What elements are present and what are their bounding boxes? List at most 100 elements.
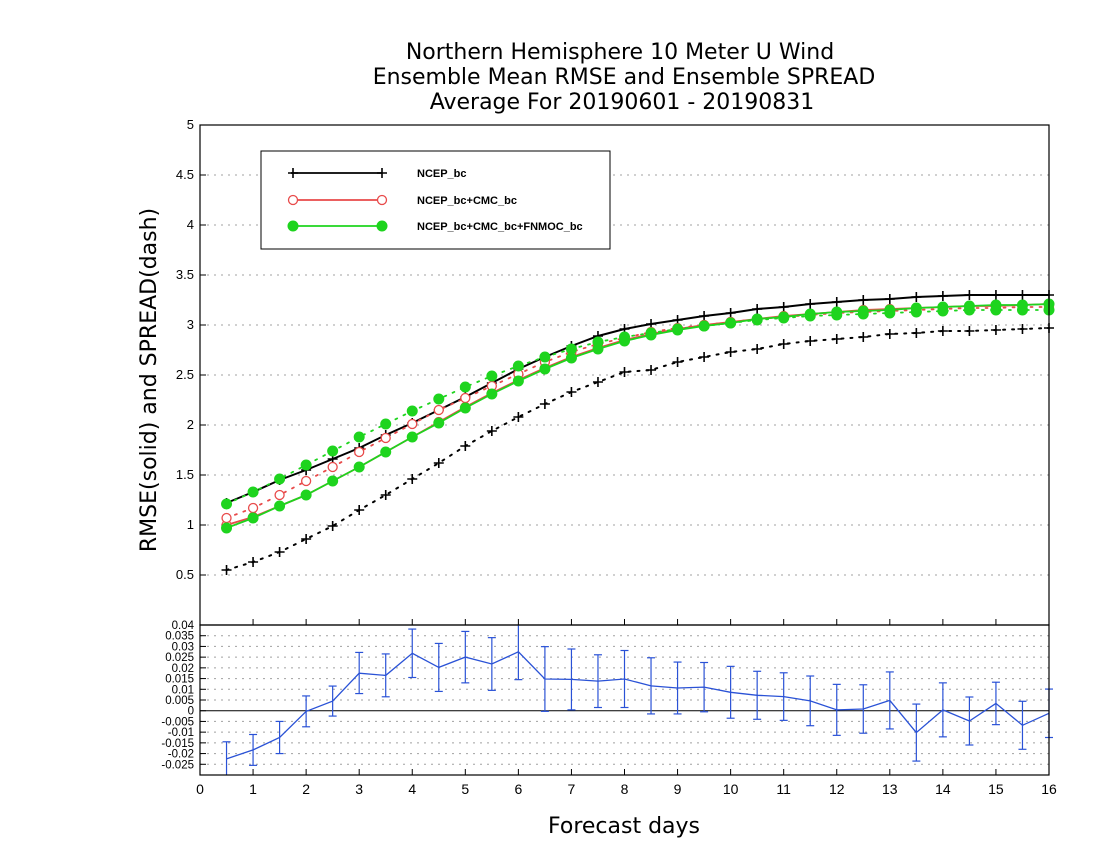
rmse-point	[380, 446, 392, 458]
error-bar	[1018, 700, 1027, 750]
error-bar	[540, 646, 549, 712]
error-bar	[381, 653, 390, 698]
bottom-y-tick-label: -0.015	[161, 738, 194, 750]
spread-point	[725, 347, 736, 357]
bottom-y-tick-label: 0.035	[165, 631, 194, 643]
spread-point	[274, 547, 285, 557]
top-y-tick-label: 2.5	[176, 367, 194, 382]
spread-point	[513, 412, 524, 422]
x-tick-label: 15	[988, 781, 1004, 797]
spread-point	[619, 367, 630, 377]
top-y-tick-label: 1.5	[176, 467, 194, 482]
bottom-y-tick-label: 0.025	[165, 652, 194, 664]
error-bar	[328, 685, 337, 717]
spread-point	[380, 490, 391, 500]
error-bar	[806, 675, 815, 727]
rmse-line	[226, 303, 1050, 529]
x-tick-label: 3	[355, 781, 363, 797]
spread-point	[1017, 324, 1028, 334]
error-bar	[302, 695, 311, 728]
rmse-point	[884, 294, 895, 304]
x-tick-label: 11	[776, 781, 791, 797]
x-tick-label: 5	[461, 781, 469, 797]
error-bar	[700, 661, 709, 713]
spread-point	[831, 334, 842, 344]
x-tick-label: 2	[302, 781, 310, 797]
spread-point	[990, 325, 1001, 335]
rmse-point	[831, 297, 842, 307]
rmse-point	[858, 295, 869, 305]
rmse-point	[221, 522, 233, 534]
spread-point	[858, 332, 869, 342]
legend-entry: NCEP_bc+CMC_bc	[287, 194, 517, 207]
spread-point	[752, 344, 763, 354]
spread-point	[380, 432, 391, 444]
spread-point	[645, 327, 657, 339]
error-bar	[885, 671, 894, 730]
y-axis-label: RMSE(solid) and SPREAD(dash)	[137, 208, 162, 552]
series-1	[221, 298, 1055, 531]
spread-point	[964, 326, 975, 336]
spread-point	[327, 445, 339, 457]
spread-point	[460, 392, 471, 404]
spread-line	[225, 327, 1050, 571]
x-tick-label: 7	[568, 781, 576, 797]
spread-point	[407, 418, 418, 430]
x-tick-label: 9	[674, 781, 682, 797]
spread-point	[672, 357, 683, 367]
bottom-y-tick-label: -0.025	[161, 759, 194, 771]
error-bar	[487, 637, 496, 691]
error-bar	[859, 684, 868, 734]
bottom-y-tick-label: 0.02	[172, 663, 194, 675]
spread-point	[433, 458, 444, 468]
rmse-spread-panel: 0.5 1 1.5 2 2.5 3 3.5 4 4.5 5	[176, 117, 1055, 626]
title-line-2: Ensemble Mean RMSE and Ensemble SPREAD	[373, 65, 876, 90]
spread-point	[221, 512, 232, 524]
error-bar	[222, 741, 231, 775]
spread-point	[778, 339, 789, 349]
top-y-tick-label: 4.5	[176, 167, 194, 182]
spread-point	[512, 360, 524, 372]
legend-label: NCEP_bc+CMC_bc	[417, 195, 517, 207]
spread-point	[300, 459, 312, 471]
spread-point	[1016, 304, 1028, 316]
legend-marker	[287, 220, 299, 232]
spread-point	[646, 365, 657, 375]
spread-point	[937, 305, 949, 317]
rmse-point	[247, 512, 259, 524]
spread-point	[778, 312, 790, 324]
spread-point	[433, 393, 445, 405]
top-y-tick-label: 3	[187, 317, 194, 332]
spread-point	[353, 431, 365, 443]
difference-line	[226, 651, 1050, 760]
spread-point	[698, 320, 710, 332]
spread-point	[699, 352, 710, 362]
spread-point	[804, 310, 816, 322]
spread-point	[937, 326, 948, 336]
bottom-y-tick-label: 0.04	[172, 620, 195, 632]
spread-point	[247, 486, 259, 498]
error-bar	[726, 665, 735, 719]
rmse-point	[911, 292, 922, 302]
spread-point	[486, 370, 498, 382]
error-bar	[938, 682, 947, 738]
spread-point	[884, 329, 895, 339]
top-y-tick-label: 0.5	[176, 567, 194, 582]
error-bar	[567, 648, 576, 711]
rmse-point	[433, 417, 445, 429]
x-tick-label: 10	[723, 781, 739, 797]
x-tick-label: 8	[621, 781, 629, 797]
rmse-point	[1017, 290, 1028, 300]
error-bar	[408, 628, 417, 679]
x-tick-label: 4	[408, 781, 416, 797]
legend-entry: NCEP_bc	[288, 168, 467, 180]
spread-point	[672, 323, 684, 335]
top-panel-y-ticks: 0.5 1 1.5 2 2.5 3 3.5 4 4.5 5	[176, 117, 206, 582]
spread-point	[274, 489, 285, 501]
error-bar	[514, 625, 523, 681]
spread-point	[751, 314, 763, 326]
spread-point	[910, 306, 922, 318]
error-bar	[355, 651, 364, 695]
spread-point	[805, 336, 816, 346]
spread-point	[248, 557, 259, 567]
